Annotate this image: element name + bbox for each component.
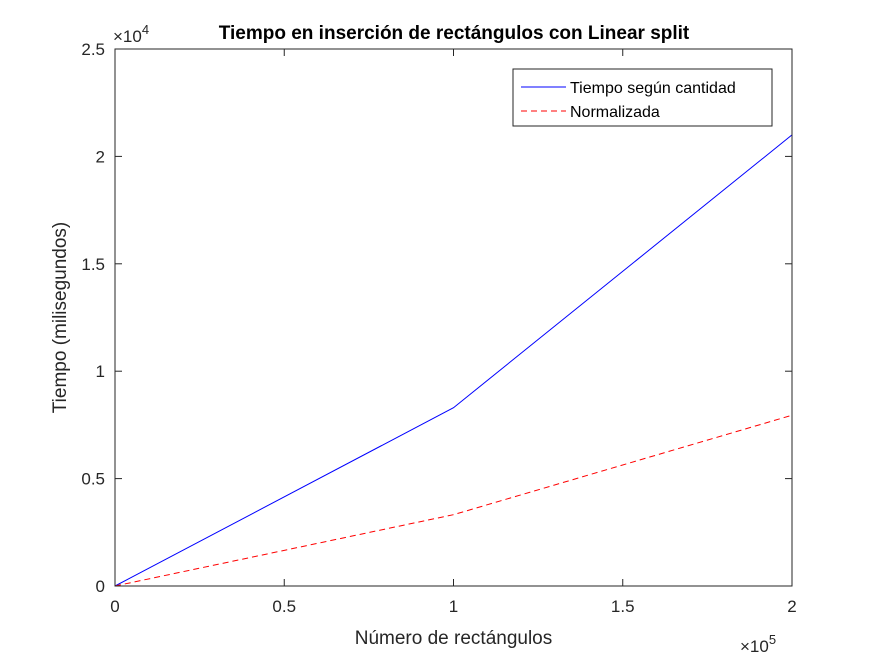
x-axis-exponent-base: ×10 xyxy=(740,637,769,656)
series-line-normalizada xyxy=(114,414,793,587)
y-tick-label: 0 xyxy=(96,577,105,596)
x-tick-label: 2 xyxy=(787,597,796,616)
series-layer xyxy=(114,134,793,587)
y-tick-label: 0.5 xyxy=(81,470,105,489)
legend: Tiempo según cantidad Normalizada xyxy=(512,68,773,127)
y-axis-exponent: ×104 xyxy=(113,22,149,46)
series-line-tiempo xyxy=(114,134,793,587)
y-tick-label: 2 xyxy=(96,147,105,166)
y-tick-label: 1 xyxy=(96,362,105,381)
x-axis-exponent: ×105 xyxy=(740,632,776,656)
legend-box xyxy=(512,68,773,127)
y-axis-exponent-power: 4 xyxy=(142,22,149,37)
ticks-layer: 0 0.5 1 1.5 2 0 0.5 1 1.5 2 2.5 xyxy=(81,40,796,616)
x-tick-label: 0 xyxy=(110,597,119,616)
x-tick-label: 1.5 xyxy=(611,597,635,616)
legend-label-tiempo: Tiempo según cantidad xyxy=(570,80,736,97)
legend-label-normalizada: Normalizada xyxy=(570,104,660,121)
x-tick-label: 1 xyxy=(449,597,458,616)
x-axis-exponent-power: 5 xyxy=(769,632,776,647)
y-axis-exponent-base: ×10 xyxy=(113,27,142,46)
x-axis-label: Número de rectángulos xyxy=(355,628,553,649)
y-axis-label: Tiempo (milisegundos) xyxy=(50,222,71,413)
x-tick-label: 0.5 xyxy=(272,597,296,616)
y-tick-label: 2.5 xyxy=(81,40,105,59)
y-tick-label: 1.5 xyxy=(81,255,105,274)
chart-title: Tiempo en inserción de rectángulos con L… xyxy=(219,23,690,44)
